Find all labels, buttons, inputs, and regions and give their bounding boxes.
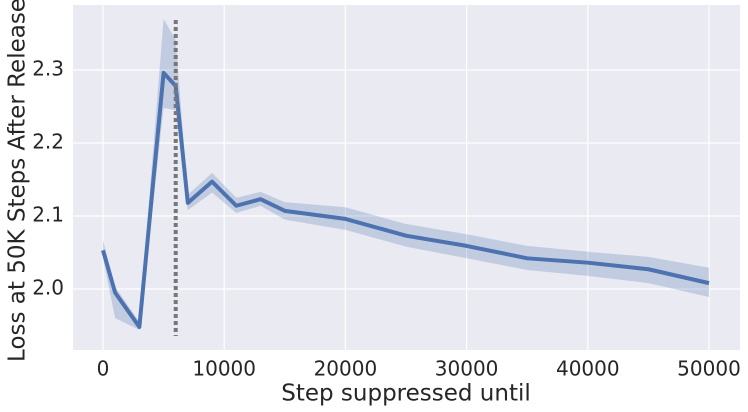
x-tick-label: 0 xyxy=(97,357,110,381)
y-tick-label: 2.2 xyxy=(32,129,64,153)
y-axis-label: Loss at 50K Steps After Release xyxy=(5,0,31,362)
y-tick-label: 2.0 xyxy=(32,275,64,299)
line xyxy=(101,70,710,329)
x-tick-label: 40000 xyxy=(556,357,620,381)
confidence-band xyxy=(102,18,709,330)
y-tick-label: 2.1 xyxy=(32,202,64,226)
x-tick-label: 30000 xyxy=(435,357,499,381)
x-tick-label: 50000 xyxy=(677,357,741,381)
x-tick-label: 20000 xyxy=(314,357,378,381)
y-tick-label: 2.3 xyxy=(32,56,64,80)
x-axis-label: Step suppressed until xyxy=(281,381,531,407)
x-tick-label: 10000 xyxy=(192,357,256,381)
